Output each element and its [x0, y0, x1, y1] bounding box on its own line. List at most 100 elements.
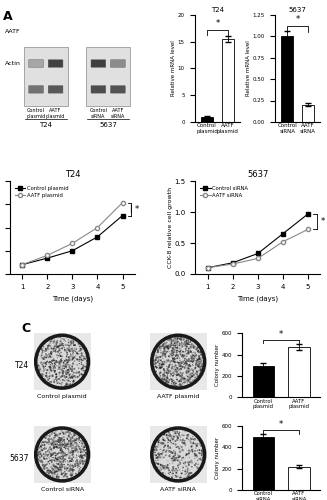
Point [186, 374, 191, 382]
Point [47, 352, 53, 360]
Point [65, 368, 71, 376]
Point [77, 462, 82, 470]
Text: *: * [320, 217, 325, 226]
Point [178, 442, 183, 450]
Point [182, 338, 188, 346]
Point [180, 379, 185, 387]
Point [156, 438, 161, 446]
Text: *: * [215, 20, 219, 28]
Point [68, 365, 73, 373]
Point [173, 380, 179, 388]
Point [180, 363, 185, 371]
Point [162, 339, 167, 347]
Point [47, 339, 53, 347]
Point [185, 364, 190, 372]
Point [158, 353, 163, 361]
Point [49, 468, 54, 476]
Point [177, 460, 182, 468]
FancyBboxPatch shape [111, 60, 125, 68]
Point [67, 454, 72, 462]
Point [192, 352, 197, 360]
Point [68, 465, 73, 473]
Point [198, 365, 204, 373]
Point [56, 438, 61, 446]
Point [50, 470, 55, 478]
Point [174, 334, 179, 342]
Point [170, 471, 176, 479]
Point [35, 451, 41, 459]
Point [80, 444, 86, 452]
Point [50, 440, 55, 448]
Point [176, 454, 181, 462]
Point [162, 443, 167, 451]
Point [178, 347, 183, 355]
Point [50, 439, 55, 447]
Point [63, 466, 69, 474]
Point [191, 362, 196, 370]
Point [58, 334, 63, 342]
Point [174, 370, 179, 378]
Point [47, 438, 52, 446]
Point [36, 450, 41, 458]
Point [192, 364, 198, 372]
Point [193, 349, 198, 357]
Point [174, 372, 179, 380]
Point [187, 355, 192, 363]
Point [171, 452, 176, 460]
Point [180, 363, 185, 371]
Point [63, 472, 68, 480]
Point [156, 452, 161, 460]
Point [199, 456, 204, 464]
Point [78, 452, 83, 460]
Point [177, 359, 182, 367]
Point [155, 346, 161, 354]
Point [62, 364, 67, 372]
Point [59, 460, 64, 468]
Text: AATF siRNA: AATF siRNA [160, 487, 196, 492]
Point [172, 358, 177, 366]
Point [47, 470, 52, 478]
Point [69, 466, 74, 474]
Point [79, 444, 84, 452]
Point [47, 456, 52, 464]
Point [77, 438, 82, 446]
Point [184, 358, 189, 366]
Control siRNA [206, 264, 210, 270]
Point [186, 430, 191, 438]
Point [55, 472, 60, 480]
Point [167, 335, 172, 343]
Point [186, 338, 191, 346]
Point [195, 446, 200, 454]
Point [166, 363, 172, 371]
Point [64, 428, 69, 436]
Point [177, 380, 182, 388]
Point [178, 362, 183, 370]
Point [53, 462, 59, 470]
Point [70, 350, 75, 358]
Point [57, 358, 62, 366]
Text: *: * [135, 204, 139, 214]
Point [70, 466, 75, 474]
Point [61, 449, 66, 457]
Point [77, 453, 82, 461]
Point [174, 376, 180, 384]
Point [184, 372, 190, 380]
Point [57, 464, 62, 471]
Point [171, 463, 176, 471]
Point [160, 439, 165, 447]
Point [189, 354, 194, 362]
Point [59, 355, 64, 363]
Point [166, 336, 171, 344]
Point [48, 353, 53, 361]
Point [61, 360, 67, 368]
Point [170, 434, 175, 442]
Point [175, 340, 180, 348]
Point [183, 466, 188, 473]
Point [163, 351, 168, 359]
Point [62, 442, 67, 450]
Point [185, 356, 190, 364]
Point [70, 470, 75, 478]
Point [56, 454, 61, 462]
Point [188, 371, 194, 379]
Point [60, 376, 65, 384]
